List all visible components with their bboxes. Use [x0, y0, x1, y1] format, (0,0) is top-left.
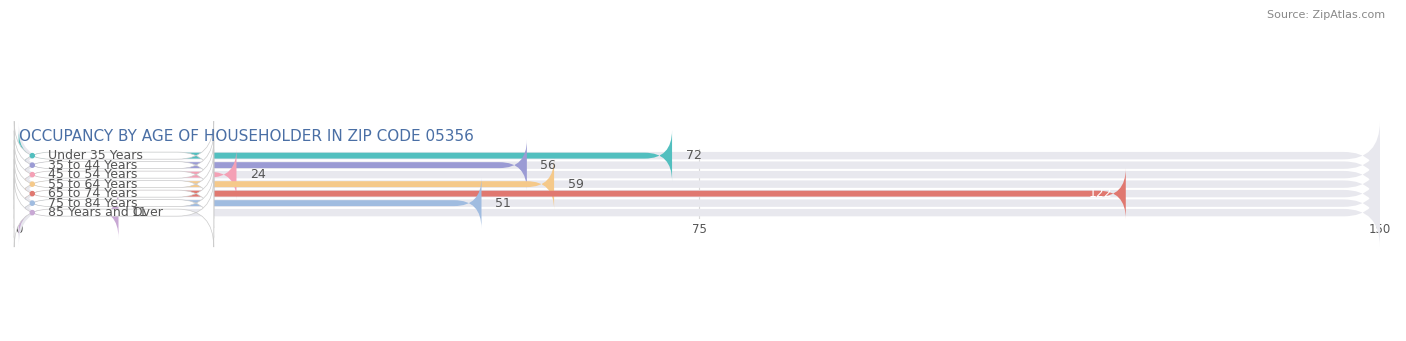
FancyBboxPatch shape	[14, 159, 214, 228]
FancyBboxPatch shape	[18, 187, 118, 238]
Text: Source: ZipAtlas.com: Source: ZipAtlas.com	[1267, 10, 1385, 20]
FancyBboxPatch shape	[18, 149, 236, 200]
Circle shape	[31, 163, 34, 167]
FancyBboxPatch shape	[14, 121, 214, 190]
Text: 59: 59	[568, 178, 583, 191]
Text: OCCUPANCY BY AGE OF HOUSEHOLDER IN ZIP CODE 05356: OCCUPANCY BY AGE OF HOUSEHOLDER IN ZIP C…	[18, 129, 474, 144]
Text: Under 35 Years: Under 35 Years	[48, 149, 142, 162]
FancyBboxPatch shape	[14, 140, 214, 209]
Text: 72: 72	[686, 149, 702, 162]
FancyBboxPatch shape	[18, 150, 1379, 219]
FancyBboxPatch shape	[18, 121, 1379, 190]
Text: 11: 11	[132, 206, 148, 219]
FancyBboxPatch shape	[18, 178, 481, 229]
FancyBboxPatch shape	[14, 150, 214, 219]
FancyBboxPatch shape	[18, 139, 527, 191]
FancyBboxPatch shape	[14, 131, 214, 199]
FancyBboxPatch shape	[18, 159, 1379, 228]
Circle shape	[31, 173, 34, 177]
Text: 45 to 54 Years: 45 to 54 Years	[48, 168, 138, 181]
FancyBboxPatch shape	[18, 178, 1379, 247]
FancyBboxPatch shape	[18, 168, 1126, 219]
Text: 35 to 44 Years: 35 to 44 Years	[48, 159, 136, 172]
Text: 122: 122	[1088, 187, 1112, 200]
FancyBboxPatch shape	[18, 159, 554, 210]
Text: 75 to 84 Years: 75 to 84 Years	[48, 197, 138, 210]
Circle shape	[31, 201, 34, 205]
Text: 85 Years and Over: 85 Years and Over	[48, 206, 163, 219]
Text: 24: 24	[250, 168, 266, 181]
FancyBboxPatch shape	[14, 178, 214, 247]
Text: 65 to 74 Years: 65 to 74 Years	[48, 187, 138, 200]
FancyBboxPatch shape	[18, 130, 672, 181]
Text: 55 to 64 Years: 55 to 64 Years	[48, 178, 138, 191]
FancyBboxPatch shape	[18, 169, 1379, 237]
Text: 51: 51	[495, 197, 510, 210]
Circle shape	[31, 182, 34, 186]
Circle shape	[31, 153, 34, 158]
Text: 56: 56	[540, 159, 557, 172]
FancyBboxPatch shape	[14, 169, 214, 238]
FancyBboxPatch shape	[18, 140, 1379, 209]
Circle shape	[31, 210, 34, 215]
FancyBboxPatch shape	[18, 131, 1379, 199]
Circle shape	[31, 192, 34, 196]
